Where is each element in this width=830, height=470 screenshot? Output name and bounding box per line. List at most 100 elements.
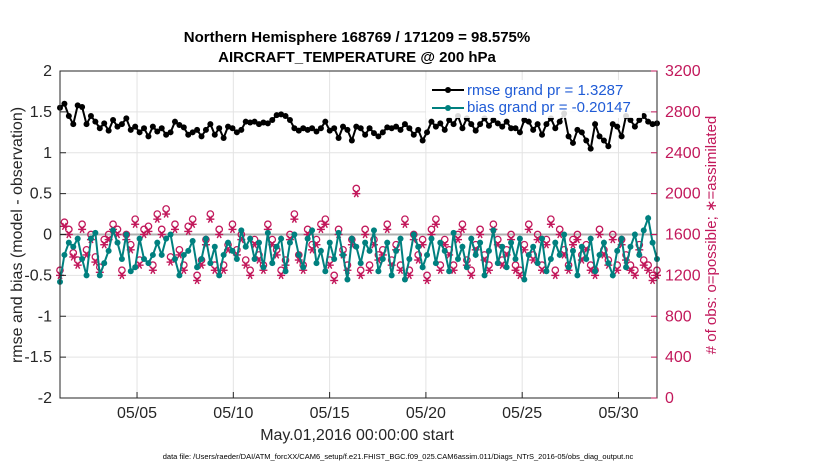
series-point	[459, 125, 466, 132]
series-point	[552, 239, 559, 246]
asterisk-stroke	[561, 251, 567, 259]
right-tick-label: 1200	[665, 267, 701, 284]
assimilated-obs-marker	[78, 225, 87, 234]
asterisk-stroke	[194, 276, 200, 285]
right-tick-label: 400	[665, 349, 692, 366]
series-point	[539, 235, 546, 242]
chart-title: Northern Hemisphere 168769 / 171209 = 98…	[184, 29, 530, 66]
series-point	[401, 276, 408, 283]
series-point	[415, 126, 422, 133]
series-point	[468, 121, 475, 128]
asterisk-stroke	[499, 261, 505, 269]
asterisk-stroke	[512, 266, 519, 275]
series-point	[379, 129, 386, 136]
assimilated-obs-marker	[365, 266, 374, 275]
series-point	[278, 235, 285, 242]
possible-obs-marker	[476, 225, 484, 234]
possible-obs-marker	[78, 220, 86, 229]
series-point	[70, 243, 77, 250]
assimilated-obs-marker	[60, 222, 69, 231]
series-point	[313, 260, 320, 267]
series-point	[375, 268, 382, 275]
series-point	[189, 238, 196, 245]
series-point	[344, 276, 351, 283]
series-point	[521, 276, 528, 283]
assimilated-obs-marker	[330, 276, 339, 285]
series-point	[415, 243, 422, 250]
asterisk-stroke	[185, 227, 191, 236]
left-tick-label: -1.5	[24, 349, 52, 366]
asterisk-stroke	[530, 256, 536, 264]
series-point	[340, 251, 347, 258]
asterisk-stroke	[579, 256, 585, 264]
assimilated-obs-marker	[69, 253, 78, 261]
possible-obs-marker	[144, 222, 153, 231]
series-point	[242, 118, 249, 125]
series-point	[366, 125, 373, 132]
series-point	[136, 129, 143, 136]
series-point	[370, 227, 377, 234]
plot-series	[56, 100, 661, 285]
series-point	[441, 247, 448, 254]
series-point	[406, 125, 413, 132]
asterisk-stroke	[614, 266, 620, 275]
series-point	[609, 121, 616, 128]
possible-obs-marker	[321, 215, 330, 224]
asterisk-stroke	[437, 266, 443, 275]
assimilated-obs-marker	[639, 261, 648, 269]
series-point	[561, 231, 568, 238]
series-point	[194, 264, 201, 271]
asterisk-stroke	[318, 225, 324, 234]
legend-label-bias: bias grand pr = -0.20147	[467, 99, 631, 116]
assimilated-obs-marker	[148, 266, 157, 275]
assimilated-obs-marker	[511, 266, 520, 275]
series-point	[335, 135, 342, 142]
x-tick-label: 05/20	[406, 405, 446, 422]
series-point	[428, 118, 435, 125]
x-axis-label: May.01,2016 00:00:00 start	[260, 427, 454, 444]
series-point	[481, 272, 488, 279]
series-point	[450, 229, 457, 236]
series-point	[565, 264, 572, 271]
asterisk-stroke	[92, 258, 98, 266]
possible-obs-marker	[427, 225, 436, 234]
chart-title-line-1: Northern Hemisphere 168769 / 171209 = 98…	[184, 29, 530, 46]
right-axis: 0 400 800 1200 1600 2000 2400 2800 3200	[651, 63, 701, 407]
right-tick-label: 0	[665, 390, 674, 407]
series-point	[508, 239, 515, 246]
asterisk-stroke	[190, 220, 196, 229]
possible-obs-marker	[153, 210, 162, 218]
series-point	[596, 133, 603, 140]
asterisk-stroke	[468, 271, 474, 280]
series-point	[211, 131, 218, 138]
assimilated-obs-marker	[321, 220, 330, 229]
series-point	[216, 125, 223, 132]
series-point	[229, 125, 236, 132]
right-tick-label: 2000	[665, 186, 701, 203]
asterisk-stroke	[574, 235, 581, 244]
assimilated-obs-marker	[193, 276, 202, 285]
assimilated-obs-marker	[184, 227, 193, 236]
series-point	[101, 120, 108, 127]
series-point	[348, 235, 355, 242]
assimilated-obs-marker	[436, 266, 445, 275]
asterisk-stroke	[450, 266, 457, 275]
right-tick-label: 2400	[665, 145, 701, 162]
series-point	[428, 235, 435, 242]
possible-obs-marker	[193, 271, 201, 280]
series-point	[260, 264, 267, 271]
series-point	[384, 239, 391, 246]
legend-box	[426, 80, 642, 118]
series-point	[132, 264, 139, 271]
possible-obs-marker	[352, 184, 361, 193]
asterisk-stroke	[358, 271, 364, 280]
series-point	[74, 235, 81, 242]
series-point	[189, 129, 196, 136]
series-point	[110, 117, 117, 124]
series-point	[432, 123, 439, 130]
series-point	[216, 272, 223, 279]
series-point	[477, 239, 484, 246]
possible-obs-marker	[241, 256, 250, 264]
series-point	[180, 124, 187, 131]
series-point	[503, 118, 510, 125]
